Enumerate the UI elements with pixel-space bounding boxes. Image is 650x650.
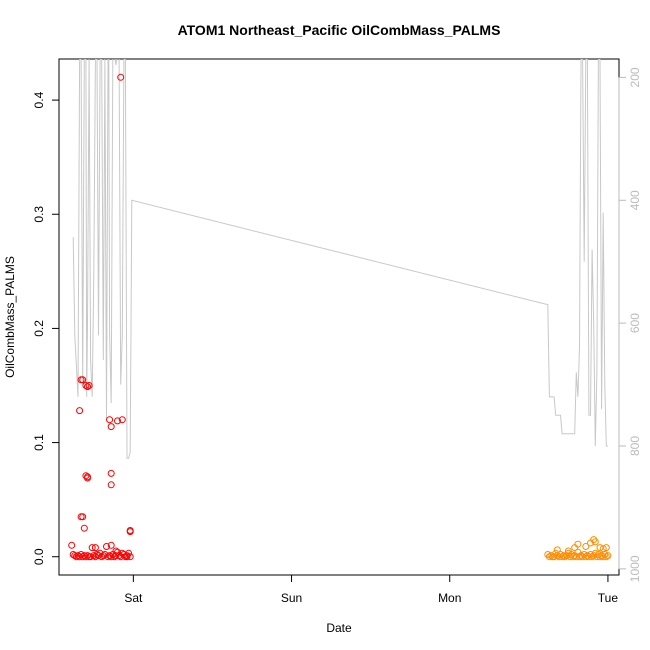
pressure-line [72,59,608,459]
x-tick-label: Mon [438,591,461,605]
data-point [114,417,121,425]
data-point [574,540,582,548]
data-point [112,547,120,555]
data-point [599,553,607,561]
data-point [107,481,115,489]
plot-area [68,59,612,561]
right-tick-label: 800 [628,436,642,456]
data-point [585,553,593,561]
data-point [84,383,91,391]
data-point [564,547,572,555]
data-point [106,416,114,424]
x-tick-label: Sat [124,591,143,605]
data-point [587,551,594,558]
data-point [125,549,133,557]
data-point [82,553,90,561]
data-point [88,544,96,552]
x-tick-label: Tue [598,591,619,605]
data-point [76,407,84,415]
y-tick-label: 0.3 [32,206,46,223]
data-point [68,541,76,549]
data-point [87,553,95,561]
data-point [90,552,98,560]
x-tick-label: Sun [281,591,302,605]
data-point [550,553,558,561]
data-point [604,552,612,560]
right-tick-label: 200 [628,67,642,87]
data-point [117,73,125,81]
x-axis-label: Date [326,621,352,635]
chart-title: ATOM1 Northeast_Pacific OilCombMass_PALM… [178,22,501,38]
data-point [558,553,566,561]
data-point [107,423,115,431]
x-axis: Sat Sun Mon Tue [124,574,619,605]
y-tick-label: 0.0 [32,548,46,565]
data-point [599,545,607,553]
data-point [118,416,126,424]
y-tick-label: 0.1 [32,434,46,451]
right-tick-label: 400 [628,190,642,210]
data-point [107,553,115,561]
data-point [582,543,590,550]
data-point [591,549,599,557]
data-point [114,548,121,556]
data-point [79,376,87,384]
plot-frame [58,58,620,576]
data-point [126,553,134,561]
data-point [602,553,610,561]
data-point [107,469,115,477]
data-point [91,544,99,552]
y-axis: 0.0 0.1 0.2 0.3 0.4 [32,91,60,565]
data-point [85,382,93,389]
data-point [103,543,110,550]
data-point [84,473,91,481]
right-axis: 200 400 600 800 1000 [618,67,642,582]
data-point [553,546,561,554]
y-tick-label: 0.2 [32,320,46,337]
data-point [79,513,87,521]
data-point [112,552,120,560]
data-point [82,382,90,389]
data-point [602,544,610,552]
data-point [591,538,599,546]
right-tick-label: 600 [628,313,642,333]
data-point [80,524,88,532]
y-axis-label: OilCombMass_PALMS [3,256,17,378]
data-point [564,549,572,557]
data-point [126,528,134,536]
right-tick-label: 1000 [628,555,642,582]
y-tick-label: 0.4 [32,91,46,108]
data-point [123,553,131,561]
data-point [545,553,553,561]
data-point [107,541,115,549]
